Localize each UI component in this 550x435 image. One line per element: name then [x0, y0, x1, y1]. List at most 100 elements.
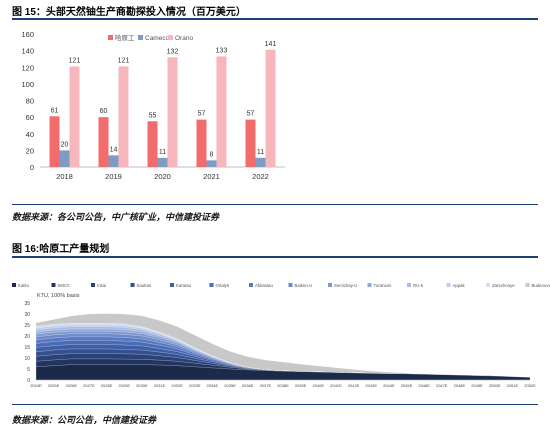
area-Katko — [35, 364, 531, 381]
data-label: 57 — [247, 111, 255, 118]
x-tick-label: 2051E — [507, 383, 519, 388]
legend-label: Zarechnoye — [492, 283, 515, 288]
bar-Cameco — [59, 150, 70, 167]
x-tick-label: 2047E — [436, 383, 448, 388]
x-tick-label: 2045E — [401, 383, 413, 388]
y-tick-label: 20 — [26, 146, 34, 155]
exploration-bar-chart: 0 20 40 60 80 100 120 140 160 2018 61 20 121 2019 60 14… — [21, 30, 285, 181]
bar-哈原工 — [147, 121, 158, 167]
legend-label: Saulran — [137, 283, 152, 288]
x-tick-label: 2018 — [56, 172, 73, 181]
bar-Cameco — [206, 160, 217, 167]
x-tick-label: 2035E — [224, 383, 236, 388]
x-tick-label: 2037E — [260, 383, 272, 388]
x-tick-label: 2019 — [105, 172, 122, 181]
x-tick-label: 2025E — [48, 383, 60, 388]
legend-swatch-Karatau — [170, 283, 174, 287]
x-tick-label: 2038E — [277, 383, 289, 388]
legend-label: Cameco — [145, 35, 170, 42]
x-tick-label: 2039E — [295, 383, 307, 388]
x-tick-label: 2030E — [136, 383, 148, 388]
figure-15-title-rule — [12, 18, 538, 20]
legend-label: Ortalyk — [216, 283, 230, 288]
data-label: 61 — [51, 107, 59, 114]
legend-swatch-Appak — [446, 283, 451, 287]
figure-15-title: 图 15：头部天然铀生产商勘探投入情况（百万美元） — [12, 7, 246, 18]
bar-Cameco — [255, 157, 266, 167]
x-tick-label: 2033E — [189, 383, 201, 388]
figure-16-source: 数据来源：公司公告，中信建投证券 — [12, 415, 157, 425]
x-tick-label: 2031E — [154, 383, 166, 388]
y-tick-label: 60 — [26, 113, 34, 122]
y-tick-label: 140 — [21, 47, 34, 56]
legend-swatch-RU-6 — [407, 283, 411, 287]
y-tick-label: 15 — [24, 345, 30, 351]
figure-15-source: 数据来源：各公司公告，中广核矿业，中信建投证券 — [12, 212, 220, 222]
legend-label: Turanium — [374, 283, 392, 288]
legend-swatch-Akbastau — [249, 283, 253, 287]
bar-Orano — [118, 66, 129, 167]
x-tick-label: 2046E — [418, 383, 430, 388]
y-tick-label: 10 — [24, 356, 30, 362]
legend-label: SMCC — [58, 283, 71, 288]
bar-哈原工 — [49, 116, 60, 167]
bar-哈原工 — [245, 119, 256, 167]
legend-swatch-Orano — [168, 35, 173, 40]
data-label: 121 — [69, 57, 81, 64]
y-tick-label: 0 — [30, 163, 34, 172]
data-label: 55 — [149, 112, 157, 119]
legend-swatch-Saulran — [130, 283, 135, 287]
x-tick-label: 2020 — [154, 172, 171, 181]
legend-swatch-Zarechnoye — [486, 283, 490, 287]
units-annotation: KTU, 100% basis — [37, 293, 80, 299]
x-tick-label: 2028E — [101, 383, 113, 388]
legend-swatch-哈原工 — [108, 35, 113, 40]
y-tick-label: 100 — [21, 80, 34, 89]
x-tick-label: 2026E — [65, 383, 77, 388]
data-label: 57 — [198, 111, 206, 118]
data-label: 121 — [118, 57, 130, 64]
bar-Orano — [69, 66, 80, 167]
x-tick-label: 2029E — [118, 383, 130, 388]
x-tick-label: 2049E — [471, 383, 483, 388]
legend-swatch-Cameco — [138, 35, 143, 40]
x-tick-label: 2052E — [524, 383, 536, 388]
legend-swatch-Turanium — [367, 283, 372, 287]
bar-Cameco — [108, 155, 119, 167]
legend-label: Budenovskoye — [532, 283, 550, 288]
x-tick-label: 2048E — [454, 383, 466, 388]
legend-label: Semizbay-U — [334, 283, 357, 288]
y-tick-label: 160 — [21, 30, 34, 39]
data-label: 141 — [265, 41, 277, 48]
legend-swatch-Inkai — [91, 283, 95, 287]
legend-swatch-Semizbay-U — [328, 283, 332, 287]
data-label: 11 — [257, 149, 264, 156]
x-tick-label: 2034E — [207, 383, 219, 388]
figure-16-title: 图 16:哈原工产量规划 — [12, 244, 110, 255]
x-tick-label: 2021 — [203, 172, 220, 181]
legend-label: Karatau — [176, 283, 192, 288]
x-tick-label: 2050E — [489, 383, 501, 388]
legend-label: RU-6 — [413, 283, 424, 288]
data-label: 8 — [210, 151, 214, 158]
y-tick-label: 20 — [24, 334, 30, 340]
figure-16-bottom-rule — [12, 404, 538, 405]
data-label: 133 — [216, 47, 228, 54]
x-tick-label: 2043E — [365, 383, 377, 388]
legend-swatch-Baiken-U — [288, 283, 293, 287]
data-label: 132 — [167, 48, 179, 55]
bar-Cameco — [157, 157, 168, 167]
x-tick-label: 2040E — [312, 383, 324, 388]
legend-label: 哈原工 — [115, 33, 135, 42]
figure-16-title-rule — [12, 256, 538, 258]
legend-swatch-Budenovskoye — [525, 283, 530, 287]
data-label: 11 — [159, 149, 166, 156]
x-tick-label: 2044E — [383, 383, 395, 388]
x-tick-label: 2022 — [252, 172, 269, 181]
y-tick-label: 120 — [21, 63, 34, 72]
legend-label: Appak — [453, 283, 466, 288]
x-tick-label: 2032E — [171, 383, 183, 388]
production-plan-area-chart: Katko SMCC Inkai Saulran Karatau Ortalyk Akbas… — [12, 283, 550, 388]
bar-Orano — [265, 49, 276, 168]
x-tick-label: 2041E — [330, 383, 342, 388]
